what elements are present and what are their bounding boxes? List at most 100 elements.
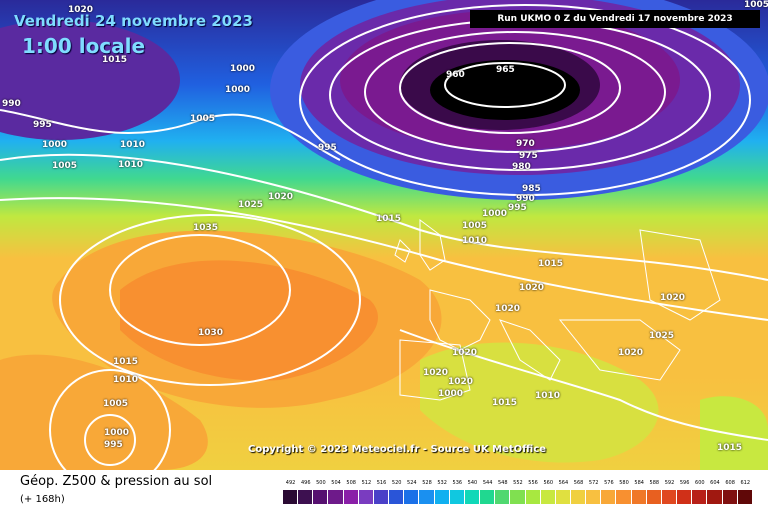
isobar-label: 1020 <box>495 304 521 314</box>
isobar-label: 1035 <box>193 223 219 233</box>
scale-swatch <box>616 490 632 504</box>
isobar-label: 1020 <box>660 293 686 303</box>
scale-swatch <box>586 490 602 504</box>
isobar-label: 1025 <box>649 331 675 341</box>
scale-labels: 492 496 500 504 508 512 516 520 524 528 532 536 540 5… <box>283 478 753 488</box>
isobar-label: 1005 <box>744 0 768 10</box>
isobar-label: 1005 <box>52 161 78 171</box>
scale-swatch <box>404 490 420 504</box>
scale-swatch <box>328 490 344 504</box>
isobar-label: 1015 <box>376 214 402 224</box>
isobar-label: 1010 <box>118 160 144 170</box>
scale-label: 544 <box>482 480 493 486</box>
isobar-label: 1020 <box>618 348 644 358</box>
scale-swatch <box>464 490 481 504</box>
isobar-label: 1000 <box>230 64 256 74</box>
isobar-label: 1020 <box>68 5 94 15</box>
isobar-label: 1010 <box>120 140 146 150</box>
scale-label: 604 <box>710 480 720 486</box>
isobar-label: 1010 <box>535 391 561 401</box>
scale-label: 568 <box>573 480 584 486</box>
scale-swatch <box>707 490 723 504</box>
scale-bar <box>283 490 753 504</box>
scale-swatch <box>449 490 465 504</box>
isobar-label: 995 <box>318 143 337 153</box>
forecast-date: Vendredi 24 novembre 2023 <box>14 12 253 30</box>
isobar-label: 1000 <box>438 389 464 399</box>
scale-label: 548 <box>497 480 508 486</box>
isobar-label: 965 <box>496 65 515 75</box>
isobar-label: 1020 <box>452 348 478 358</box>
scale-label: 564 <box>558 480 569 486</box>
parameter-title: Géop. Z500 & pression au sol <box>20 474 213 489</box>
isobar-label: 1030 <box>198 328 224 338</box>
lead-time: (+ 168h) <box>20 494 65 505</box>
weather-map: 1020 1015 1000 1000 990 995 1000 1005 10… <box>0 0 768 470</box>
scale-label: 556 <box>528 480 538 486</box>
isobar-label: 960 <box>446 70 465 80</box>
scale-swatch <box>677 490 693 504</box>
legend-footer: Géop. Z500 & pression au sol (+ 168h) 49… <box>0 470 768 512</box>
scale-label: 496 <box>300 480 311 486</box>
isobar-lines <box>0 4 768 470</box>
scale-label: 524 <box>407 480 417 486</box>
scale-label: 572 <box>588 480 599 486</box>
scale-swatch <box>313 490 329 504</box>
scale-label: 492 <box>285 480 296 486</box>
scale-label: 508 <box>346 480 356 486</box>
scale-swatch <box>737 490 753 504</box>
isobar-label: 990 <box>2 99 21 109</box>
scale-label: 536 <box>452 480 463 486</box>
forecast-time: 1:00 locale <box>22 34 146 58</box>
scale-swatch <box>495 490 511 504</box>
scale-swatch <box>510 490 526 504</box>
isobar-label: 995 <box>104 440 123 450</box>
scale-label: 552 <box>513 480 523 486</box>
isobar-label: 1020 <box>519 283 545 293</box>
isobar-label: 1015 <box>492 398 518 408</box>
scale-label: 592 <box>664 480 675 486</box>
scale-swatch <box>525 490 541 504</box>
isobar-label: 980 <box>512 162 531 172</box>
scale-swatch <box>631 490 647 504</box>
geopotential-field <box>0 0 768 470</box>
nw-trough <box>0 20 180 140</box>
scale-label: 584 <box>634 480 644 486</box>
scale-swatch <box>298 490 314 504</box>
scale-swatch <box>389 490 405 504</box>
isobar-label: 1010 <box>462 236 488 246</box>
isobar-label: 1020 <box>423 368 449 378</box>
scale-swatch <box>434 490 450 504</box>
scale-swatch <box>692 490 708 504</box>
scale-swatch <box>480 490 496 504</box>
scale-swatch <box>373 490 390 504</box>
med-trough <box>420 342 659 463</box>
scale-label: 612 <box>740 480 751 486</box>
run-info: Run UKMO 0 Z du Vendredi 17 novembre 202… <box>470 10 760 28</box>
scale-label: 588 <box>649 480 660 486</box>
isobar-label: 995 <box>33 120 52 130</box>
scale-swatch <box>646 490 662 504</box>
scale-label: 528 <box>422 480 432 486</box>
scale-label: 576 <box>604 480 614 486</box>
isobar-label: 985 <box>522 184 541 194</box>
scale-label: 504 <box>331 480 341 486</box>
isobar-label: 1005 <box>103 399 129 409</box>
scale-swatch <box>283 490 299 504</box>
scale-label: 596 <box>679 480 690 486</box>
scale-label: 600 <box>695 480 705 486</box>
isobar-label: 1005 <box>462 221 488 231</box>
isobar-label: 1000 <box>104 428 130 438</box>
isobar-label: 975 <box>519 151 538 161</box>
isobar-label: 1010 <box>113 375 139 385</box>
low-core <box>430 60 580 120</box>
scale-swatch <box>601 490 617 504</box>
scale-label: 516 <box>376 480 387 486</box>
scale-label: 540 <box>467 480 478 486</box>
high-core <box>120 260 378 381</box>
isobar-label: 970 <box>516 139 535 149</box>
isobar-label: 1005 <box>190 114 216 124</box>
isobar-label: 990 <box>516 194 535 204</box>
scale-swatch <box>343 490 359 504</box>
scale-label: 500 <box>316 480 326 486</box>
